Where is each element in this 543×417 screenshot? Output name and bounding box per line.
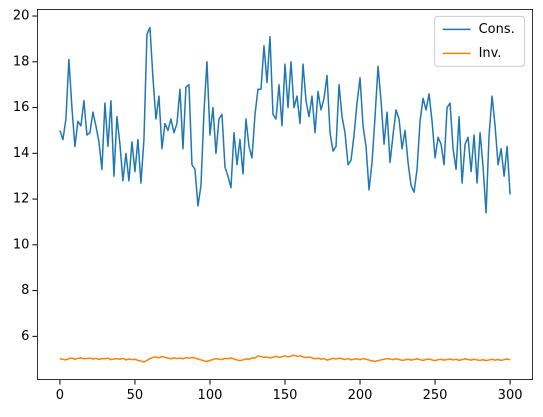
x-tick-label: 0 (56, 388, 64, 403)
x-tick-label: 150 (273, 388, 298, 403)
x-tick-label: 200 (348, 388, 373, 403)
y-tick-label: 18 (13, 54, 30, 69)
y-tick-label: 12 (13, 192, 30, 207)
series-line (59, 354, 511, 363)
x-tick-label: 300 (498, 388, 523, 403)
legend-label: Cons. (479, 22, 515, 37)
series-line (59, 26, 511, 214)
y-tick-label: 10 (13, 237, 30, 252)
y-tick-label: 6 (21, 329, 29, 344)
plot-frame (37, 8, 534, 381)
y-tick-label: 14 (13, 146, 30, 161)
y-tick-label: 8 (21, 283, 29, 298)
x-tick-label: 250 (423, 388, 448, 403)
y-tick-label: 20 (13, 9, 30, 24)
legend-label: Inv. (479, 46, 502, 61)
y-tick-label: 16 (13, 100, 30, 115)
x-tick-label: 100 (198, 388, 223, 403)
x-tick-label: 50 (127, 388, 144, 403)
